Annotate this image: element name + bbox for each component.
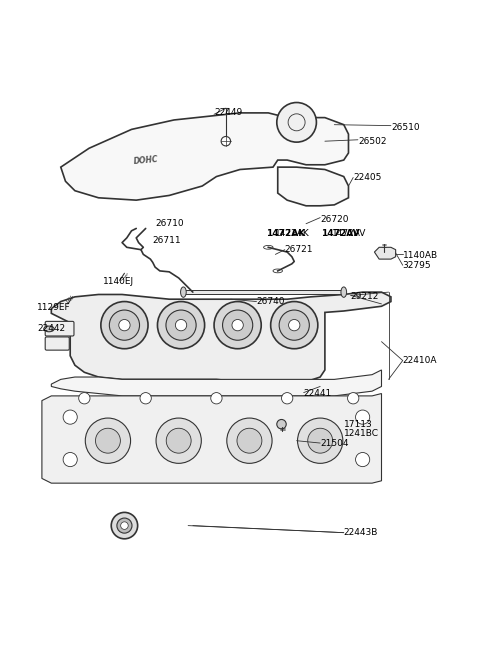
Text: 22449: 22449 — [214, 108, 242, 117]
Text: 1472AK: 1472AK — [266, 229, 305, 238]
Circle shape — [298, 418, 343, 463]
Circle shape — [109, 310, 140, 340]
Ellipse shape — [273, 269, 282, 272]
Circle shape — [281, 392, 293, 404]
Polygon shape — [374, 248, 396, 259]
Text: DOHC: DOHC — [133, 155, 158, 166]
Circle shape — [63, 453, 77, 466]
Circle shape — [63, 410, 77, 424]
Circle shape — [156, 418, 201, 463]
Ellipse shape — [264, 246, 273, 249]
Circle shape — [175, 320, 187, 331]
Circle shape — [111, 512, 138, 539]
Text: 22441: 22441 — [304, 389, 332, 398]
Circle shape — [96, 428, 120, 453]
Text: 1472AK: 1472AK — [276, 229, 310, 238]
Text: 22405: 22405 — [353, 173, 382, 182]
Circle shape — [166, 428, 191, 453]
Polygon shape — [51, 370, 382, 396]
Circle shape — [85, 418, 131, 463]
Text: 1140AB: 1140AB — [403, 252, 438, 260]
Ellipse shape — [44, 326, 54, 331]
Polygon shape — [51, 292, 391, 383]
Text: 26710: 26710 — [155, 219, 184, 228]
Text: 22410A: 22410A — [403, 356, 437, 365]
Circle shape — [277, 419, 286, 429]
Circle shape — [120, 522, 128, 529]
FancyBboxPatch shape — [45, 337, 69, 350]
Text: 1140EJ: 1140EJ — [103, 277, 134, 286]
Text: 26510: 26510 — [391, 122, 420, 132]
Polygon shape — [183, 290, 344, 295]
Circle shape — [221, 136, 230, 146]
Circle shape — [227, 418, 272, 463]
Circle shape — [101, 301, 148, 348]
FancyBboxPatch shape — [45, 322, 74, 336]
Circle shape — [237, 428, 262, 453]
Text: 1472AV: 1472AV — [321, 229, 360, 238]
Text: 1472AV: 1472AV — [332, 229, 366, 238]
Circle shape — [117, 518, 132, 533]
Circle shape — [119, 320, 130, 331]
Circle shape — [279, 310, 309, 340]
Text: 22442: 22442 — [37, 324, 65, 333]
Circle shape — [232, 320, 243, 331]
Circle shape — [140, 392, 151, 404]
Ellipse shape — [180, 287, 186, 297]
Text: 29212: 29212 — [351, 292, 379, 301]
Circle shape — [308, 428, 333, 453]
Text: 22443B: 22443B — [344, 528, 378, 537]
Text: 21504: 21504 — [320, 439, 348, 447]
Text: 32795: 32795 — [403, 261, 432, 270]
Circle shape — [288, 320, 300, 331]
Text: 26502: 26502 — [358, 137, 386, 145]
Circle shape — [356, 410, 370, 424]
Circle shape — [348, 392, 359, 404]
Text: 26720: 26720 — [320, 215, 348, 223]
Polygon shape — [42, 394, 382, 483]
Text: 1241BC: 1241BC — [344, 429, 379, 438]
Text: 1129EF: 1129EF — [37, 303, 71, 312]
Text: 26721: 26721 — [285, 245, 313, 254]
Circle shape — [157, 301, 204, 348]
Text: 26711: 26711 — [153, 236, 181, 245]
Circle shape — [223, 310, 253, 340]
Text: 17113: 17113 — [344, 420, 372, 428]
Circle shape — [356, 453, 370, 466]
Circle shape — [214, 301, 261, 348]
Polygon shape — [61, 113, 348, 200]
Circle shape — [271, 301, 318, 348]
Circle shape — [166, 310, 196, 340]
Text: 26740: 26740 — [256, 297, 285, 306]
Circle shape — [277, 103, 316, 142]
Circle shape — [211, 392, 222, 404]
Ellipse shape — [341, 287, 347, 297]
Polygon shape — [278, 167, 348, 206]
Circle shape — [79, 392, 90, 404]
